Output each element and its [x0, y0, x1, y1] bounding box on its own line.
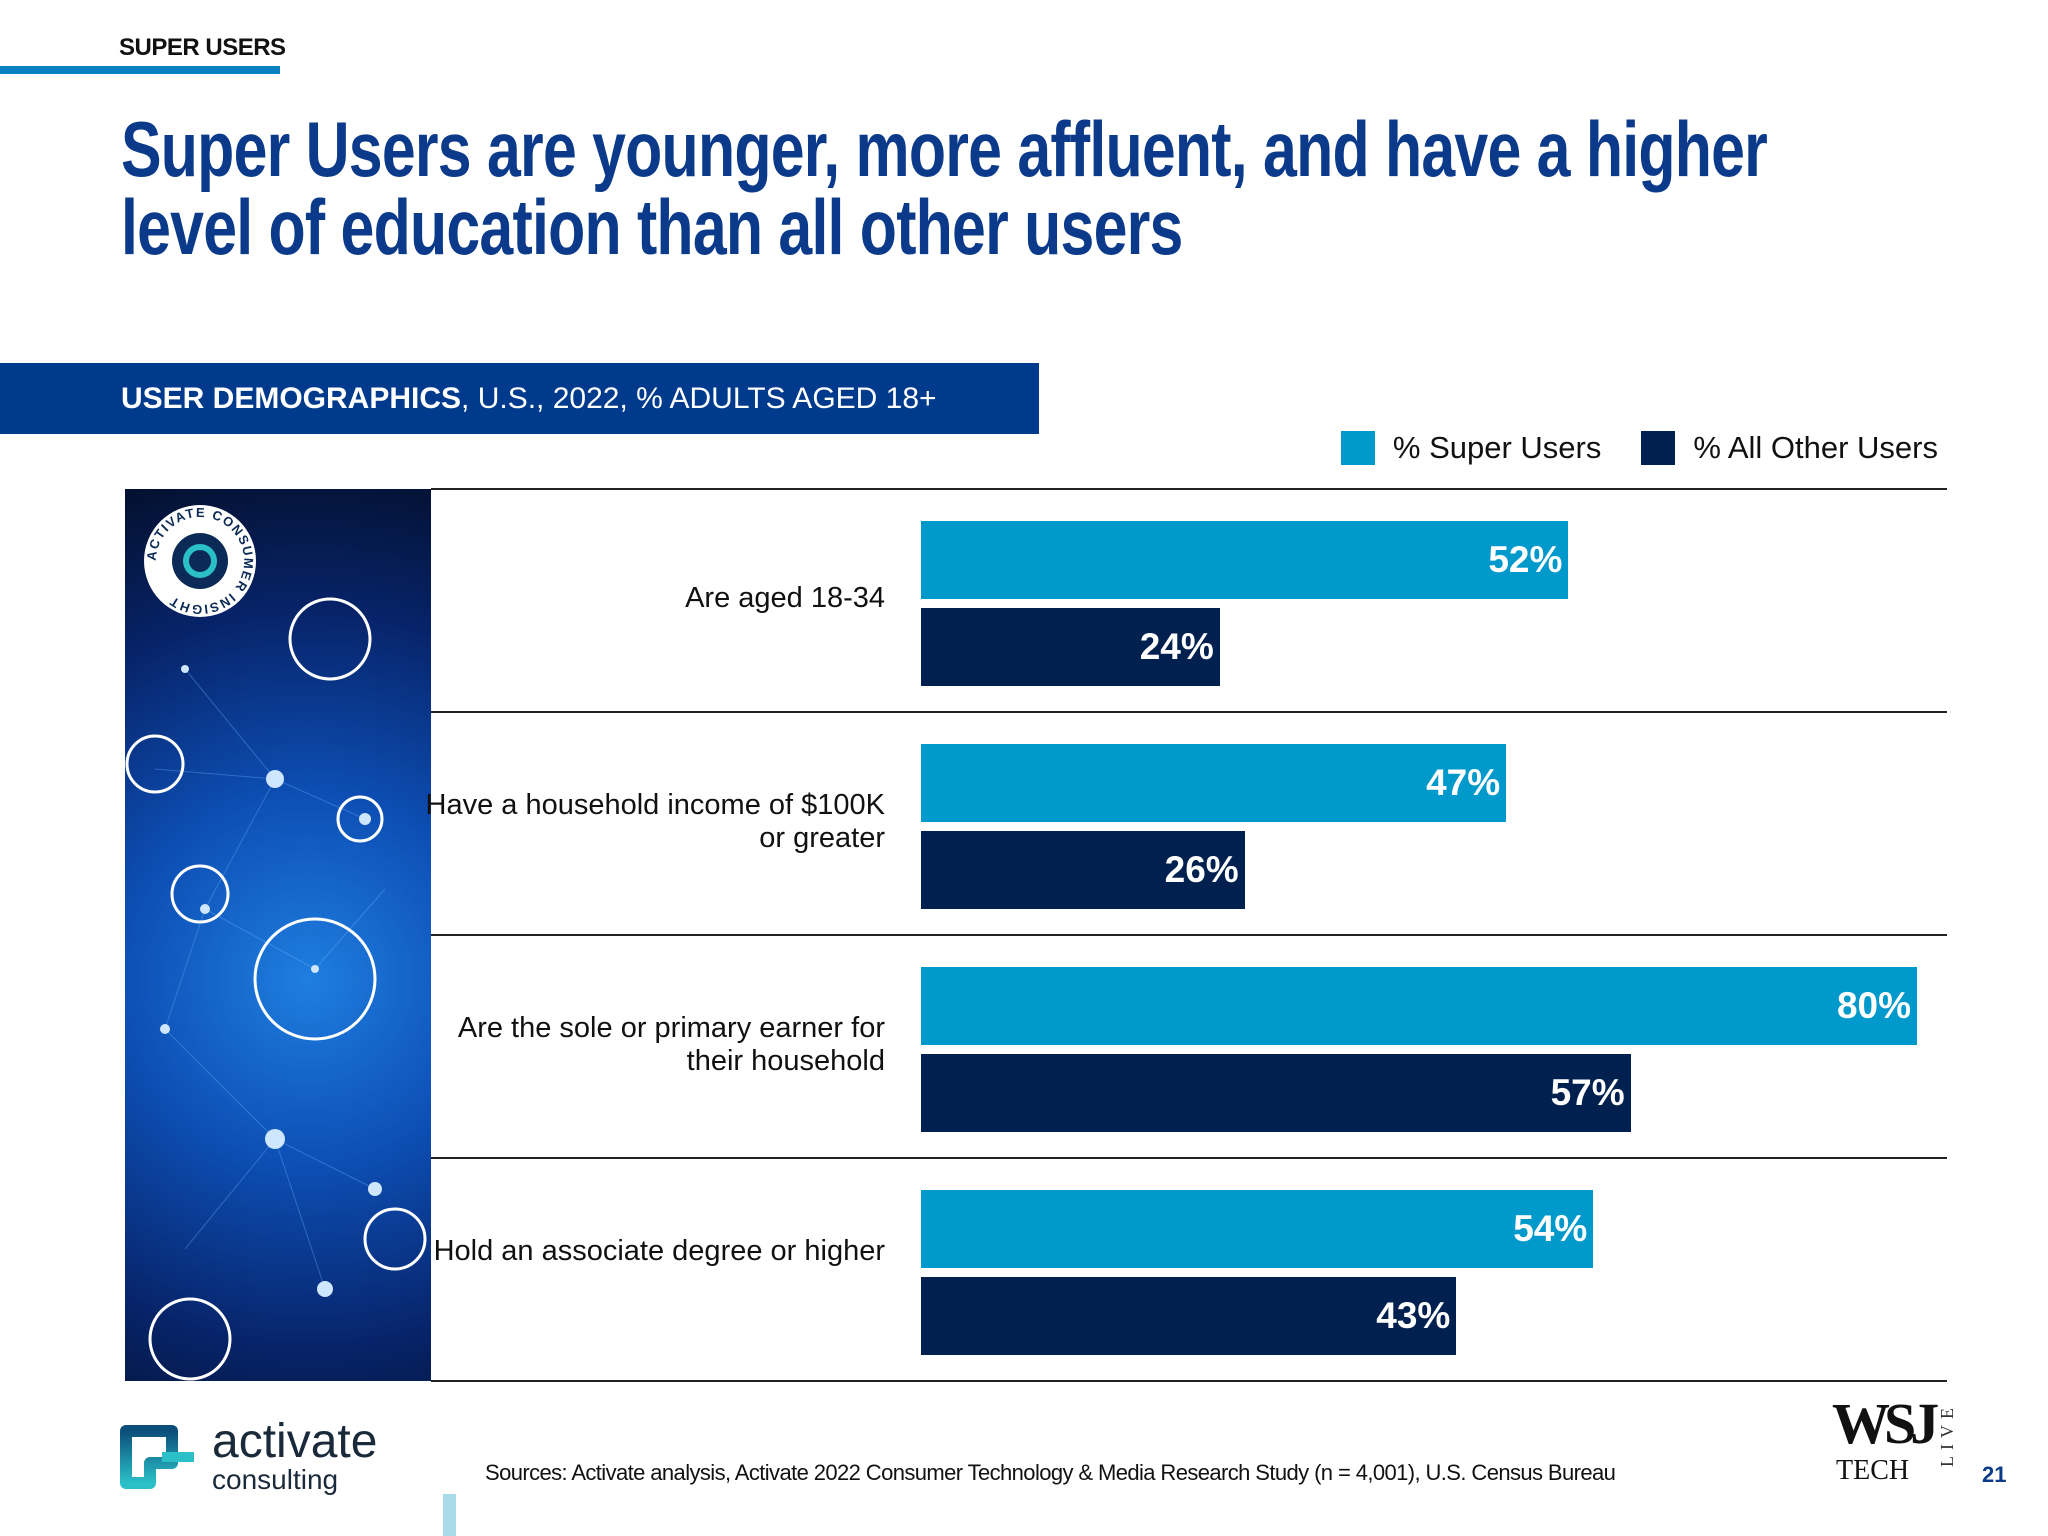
- decorative-network-image: ACTIVATE CONSUMER INSIGHT: [125, 489, 431, 1381]
- legend-label-super: % Super Users: [1392, 430, 1602, 465]
- accent-bar: [443, 1494, 456, 1536]
- bar-value-label: 43%: [1376, 1295, 1451, 1336]
- bar-all-other-users: 57%: [921, 1054, 1631, 1132]
- bar-value-label: 57%: [1550, 1072, 1625, 1113]
- legend-label-other: % All Other Users: [1693, 430, 1938, 465]
- page-title: Super Users are younger, more affluent, …: [121, 105, 1768, 271]
- activate-consumer-insight-badge: ACTIVATE CONSUMER INSIGHT: [144, 505, 256, 617]
- bar-value-label: 54%: [1513, 1208, 1588, 1249]
- bar-super-users: 54%: [921, 1190, 1594, 1268]
- category-label: Have a household income of $100K or grea…: [425, 788, 885, 854]
- bar-value-label: 47%: [1426, 762, 1501, 803]
- page-number: 21: [1982, 1462, 2007, 1487]
- wsj-tech-text: TECH: [1836, 1455, 1910, 1486]
- chart-banner: USER DEMOGRAPHICS, U.S., 2022, % ADULTS …: [0, 363, 1039, 434]
- category-label: Are aged 18-34: [685, 582, 885, 614]
- bar-super-users: 47%: [921, 744, 1507, 822]
- legend-item-super: % Super Users: [1340, 430, 1602, 466]
- bar-all-other-users: 24%: [921, 608, 1220, 686]
- bar-value-label: 24%: [1139, 626, 1214, 667]
- activate-logo-icon: [120, 1425, 194, 1489]
- wsj-tech-live-logo: WSJ TECH LIVE: [1832, 1391, 1962, 1494]
- activate-consulting-logo: activate consulting: [120, 1418, 377, 1494]
- legend-swatch-other: [1641, 431, 1676, 465]
- bar-value-label: 52%: [1488, 539, 1563, 580]
- bar-all-other-users: 26%: [921, 831, 1245, 909]
- bar-super-users: 80%: [921, 967, 1917, 1045]
- logo-sub-text: consulting: [212, 1464, 339, 1495]
- sources-note: Sources: Activate analysis, Activate 202…: [485, 1460, 1616, 1485]
- legend-swatch-super: [1340, 431, 1375, 465]
- bar-super-users: 52%: [921, 521, 1569, 599]
- row-divider: [431, 488, 1947, 490]
- logo-main-text: activate: [212, 1415, 378, 1468]
- legend-item-other: % All Other Users: [1641, 430, 1938, 466]
- row-divider: [431, 1380, 1947, 1382]
- bar-all-other-users: 43%: [921, 1277, 1457, 1355]
- banner-bold: USER DEMOGRAPHICS: [121, 382, 462, 415]
- wsj-text: WSJ: [1832, 1391, 1939, 1456]
- bar-value-label: 26%: [1164, 849, 1239, 890]
- row-divider: [431, 934, 1947, 936]
- category-label: Are the sole or primary earner for their…: [457, 1011, 885, 1077]
- wsj-live-text: LIVE: [1937, 1402, 1957, 1467]
- category-label: Hold an associate degree or higher: [433, 1234, 885, 1267]
- row-divider: [431, 1157, 1947, 1159]
- row-divider: [431, 711, 1947, 713]
- legend: % Super Users % All Other Users: [1315, 430, 1938, 466]
- kicker-underline: [0, 66, 280, 74]
- banner-rest: , U.S., 2022, % ADULTS AGED 18+: [461, 382, 937, 415]
- network-illustration: ACTIVATE CONSUMER INSIGHT: [125, 505, 427, 1381]
- bar-value-label: 80%: [1836, 985, 1911, 1026]
- section-kicker: SUPER USERS: [119, 34, 286, 61]
